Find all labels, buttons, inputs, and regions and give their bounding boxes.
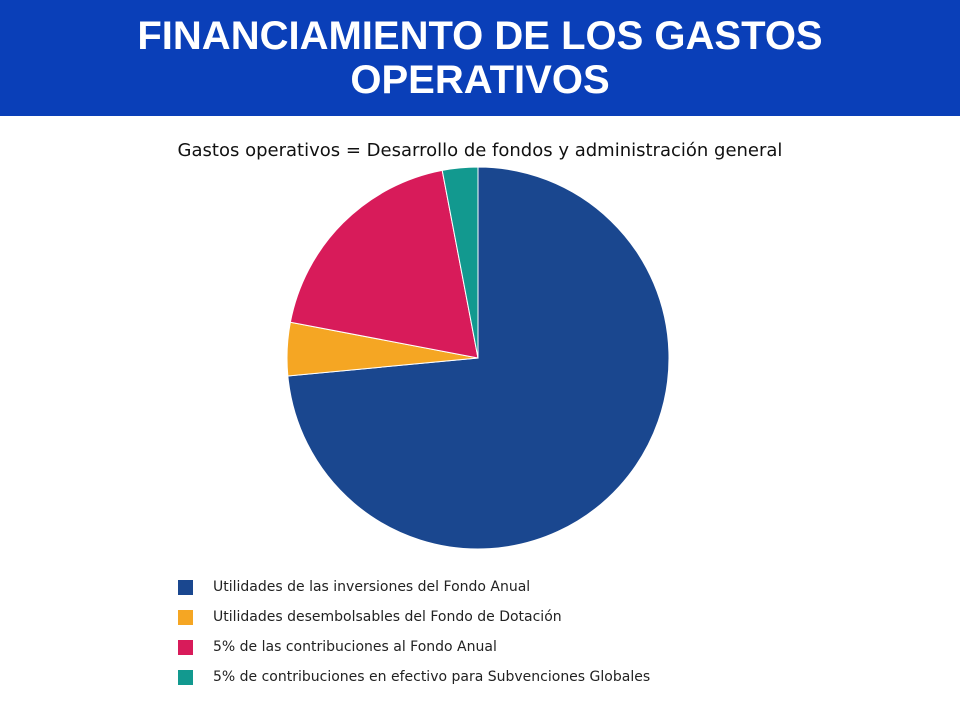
legend-item-2: Utilidades desembolsables del Fondo de D… (178, 602, 650, 632)
legend-item-4: 5% de contribuciones en efectivo para Su… (178, 662, 650, 692)
chart-legend: Utilidades de las inversiones del Fondo … (178, 572, 650, 692)
legend-swatch (178, 609, 193, 625)
legend-label: 5% de contribuciones en efectivo para Su… (213, 669, 651, 685)
legend-swatch (178, 669, 193, 685)
legend-item-3: 5% de las contribuciones al Fondo Anual (178, 632, 650, 662)
legend-label: 5% de las contribuciones al Fondo Anual (213, 639, 497, 655)
chart-subtitle: Gastos operativos = Desarrollo de fondos… (177, 140, 783, 161)
legend-item-1: Utilidades de las inversiones del Fondo … (178, 572, 650, 602)
legend-swatch (178, 579, 193, 595)
title-banner: FINANCIAMIENTO DE LOS GASTOS OPERATIVOS (0, 0, 960, 116)
legend-label: Utilidades de las inversiones del Fondo … (213, 579, 531, 595)
pie-slice-3 (289, 169, 479, 359)
page-title: FINANCIAMIENTO DE LOS GASTOS OPERATIVOS (137, 14, 823, 102)
legend-label: Utilidades desembolsables del Fondo de D… (213, 609, 562, 625)
legend-swatch (178, 639, 193, 655)
pie-slice-4 (441, 166, 479, 359)
